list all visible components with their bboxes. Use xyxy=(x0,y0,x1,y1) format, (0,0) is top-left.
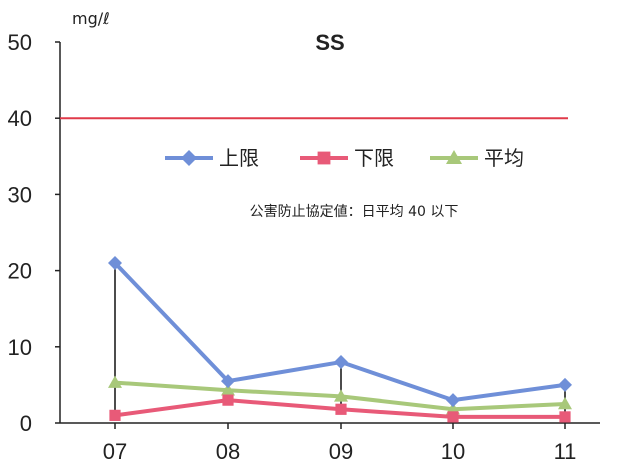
legend-label: 下限 xyxy=(354,146,394,170)
annotation-text: 公害防止協定値：日平均 40 以下 xyxy=(250,204,459,220)
legend-label: 上限 xyxy=(219,146,259,170)
y-tick-label: 40 xyxy=(8,106,32,131)
y-tick-label: 30 xyxy=(8,182,32,207)
square-marker xyxy=(109,409,121,421)
series-square xyxy=(109,394,571,423)
series-triangle xyxy=(108,375,572,415)
diamond-marker xyxy=(181,150,197,166)
series-lines xyxy=(108,255,572,423)
square-marker xyxy=(317,151,331,165)
x-axis-ticks: 07 08 09 10 11 xyxy=(103,423,577,464)
diamond-marker xyxy=(334,355,348,370)
series-diamond xyxy=(108,255,572,408)
diamond-marker xyxy=(221,374,235,389)
y-tick-label: 50 xyxy=(8,30,32,55)
legend-label: 平均 xyxy=(484,146,524,170)
y-tick-label: 20 xyxy=(8,259,32,284)
square-marker xyxy=(559,411,571,423)
triangle-marker xyxy=(221,383,235,396)
triangle-marker xyxy=(334,389,348,402)
legend: 上限 下限 平均 xyxy=(165,146,524,170)
axes xyxy=(59,42,600,424)
chart-title: SS xyxy=(315,30,344,55)
triangle-marker xyxy=(558,396,572,410)
y-tick-label: 0 xyxy=(20,411,32,436)
square-marker xyxy=(447,411,459,423)
unit-label: mg/ℓ xyxy=(72,9,110,28)
square-marker xyxy=(222,394,234,406)
x-tick-label: 09 xyxy=(329,439,353,464)
y-tick-label: 10 xyxy=(8,335,32,360)
diamond-marker xyxy=(558,377,572,392)
square-marker xyxy=(335,403,347,415)
x-tick-label: 10 xyxy=(441,439,465,464)
x-tick-label: 07 xyxy=(103,439,127,464)
series-line xyxy=(113,261,566,403)
diamond-marker xyxy=(108,255,122,270)
legend-item: 下限 xyxy=(300,146,394,170)
diamond-marker xyxy=(446,393,460,408)
y-axis-ticks: 0 10 20 30 40 50 xyxy=(8,30,60,436)
x-tick-label: 08 xyxy=(216,439,240,464)
x-tick-label: 11 xyxy=(554,439,577,464)
triangle-marker xyxy=(108,375,122,388)
legend-item: 平均 xyxy=(430,146,524,170)
triangle-marker xyxy=(446,150,462,164)
legend-item: 上限 xyxy=(165,146,259,170)
